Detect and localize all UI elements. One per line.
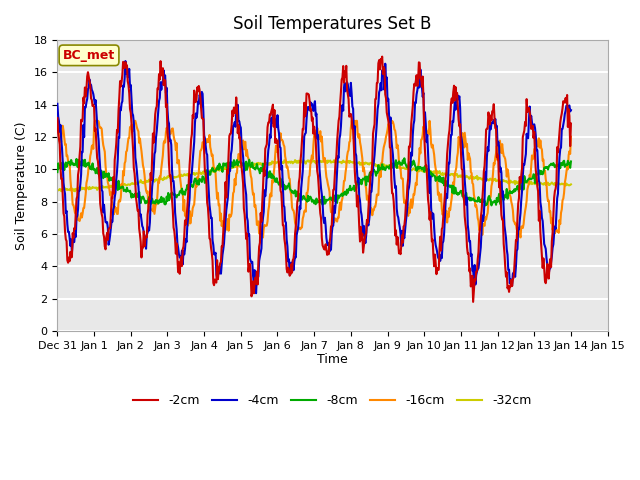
-32cm — [470, 176, 477, 182]
-2cm — [198, 115, 205, 121]
-8cm — [54, 169, 61, 175]
Text: BC_met: BC_met — [63, 49, 115, 62]
Title: Soil Temperatures Set B: Soil Temperatures Set B — [234, 15, 432, 33]
Legend: -2cm, -4cm, -8cm, -16cm, -32cm: -2cm, -4cm, -8cm, -16cm, -32cm — [129, 389, 537, 412]
-32cm — [54, 187, 61, 193]
-32cm — [405, 168, 413, 174]
-32cm — [199, 169, 207, 175]
-2cm — [404, 176, 412, 181]
-16cm — [567, 134, 575, 140]
-32cm — [78, 185, 86, 191]
Line: -32cm: -32cm — [58, 160, 571, 191]
-32cm — [354, 160, 362, 166]
-16cm — [354, 132, 362, 137]
-4cm — [122, 58, 129, 64]
-8cm — [567, 158, 575, 164]
-16cm — [77, 210, 85, 216]
Line: -4cm: -4cm — [58, 61, 571, 293]
-2cm — [77, 117, 85, 123]
-4cm — [405, 185, 413, 191]
-8cm — [404, 164, 412, 170]
-8cm — [481, 203, 489, 208]
-8cm — [469, 195, 477, 201]
-16cm — [470, 192, 477, 198]
-4cm — [199, 91, 207, 97]
X-axis label: Time: Time — [317, 353, 348, 366]
-32cm — [567, 181, 575, 187]
-4cm — [336, 132, 344, 138]
-16cm — [199, 139, 207, 145]
-2cm — [469, 299, 477, 305]
-4cm — [567, 107, 575, 113]
-4cm — [54, 101, 61, 107]
-2cm — [567, 120, 575, 126]
Y-axis label: Soil Temperature (C): Soil Temperature (C) — [15, 121, 28, 250]
Line: -2cm: -2cm — [58, 57, 571, 302]
-8cm — [353, 186, 360, 192]
-8cm — [335, 195, 342, 201]
-4cm — [252, 290, 260, 296]
-16cm — [405, 205, 413, 211]
-8cm — [77, 158, 85, 164]
-16cm — [54, 138, 61, 144]
-8cm — [198, 179, 205, 185]
Line: -16cm: -16cm — [58, 121, 571, 238]
-4cm — [77, 172, 85, 178]
-32cm — [291, 157, 299, 163]
-32cm — [71, 188, 79, 194]
-4cm — [470, 277, 477, 283]
-4cm — [354, 179, 362, 185]
-2cm — [353, 181, 360, 187]
-2cm — [54, 115, 61, 121]
-2cm — [470, 288, 477, 293]
-16cm — [91, 118, 99, 124]
-8cm — [401, 156, 408, 161]
-32cm — [336, 159, 344, 165]
-16cm — [336, 200, 344, 205]
Line: -8cm: -8cm — [58, 158, 571, 205]
-16cm — [259, 235, 267, 240]
-2cm — [335, 118, 342, 124]
-2cm — [378, 54, 386, 60]
